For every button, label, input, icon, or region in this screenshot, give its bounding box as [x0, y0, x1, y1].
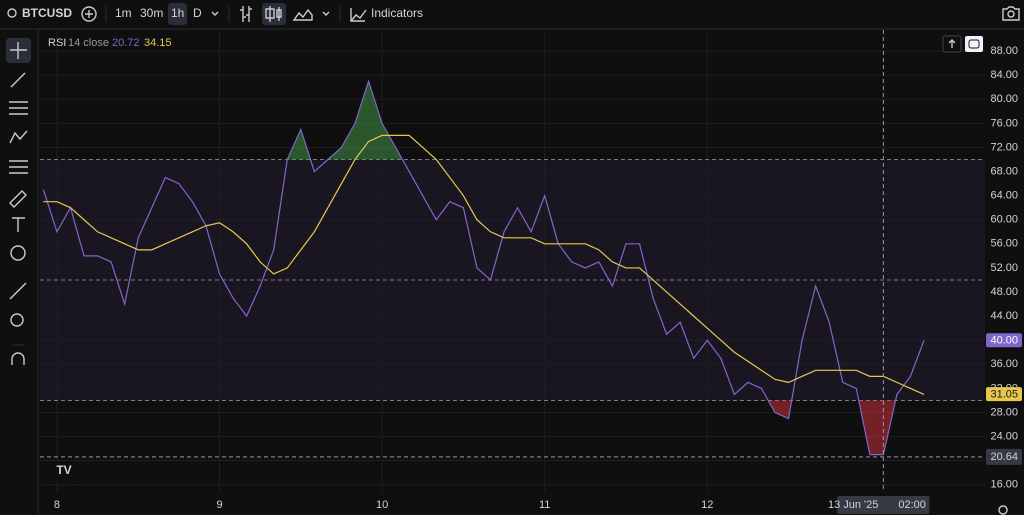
- interval-d[interactable]: D: [193, 6, 202, 20]
- y-tick-label: 56.00: [990, 238, 1018, 250]
- y-tick-label: 28.00: [990, 406, 1018, 418]
- brush-tool[interactable]: [9, 190, 27, 208]
- interval-30m[interactable]: 30m: [140, 6, 163, 20]
- y-tick-label: 76.00: [990, 117, 1018, 129]
- last-value-badge: [986, 333, 1022, 348]
- magnet-tool[interactable]: [11, 352, 25, 365]
- plot: [40, 30, 985, 492]
- y-tick-label: 60.00: [990, 214, 1018, 226]
- indicators-icon: [350, 8, 367, 22]
- plus-icon: [85, 10, 93, 18]
- indicators-button[interactable]: Indicators: [371, 6, 423, 20]
- interval-1h[interactable]: 1h: [171, 6, 184, 20]
- legend-ma-value: 34.15: [144, 37, 172, 49]
- series-line: [43, 134, 925, 395]
- y-tick-label: 84.00: [990, 69, 1018, 81]
- crosshair-tool[interactable]: [10, 42, 27, 59]
- x-tick-label: 8: [54, 499, 60, 511]
- y-tick-label: 36.00: [990, 358, 1018, 370]
- x-tick-label: 9: [216, 499, 222, 511]
- compare-button[interactable]: [81, 6, 97, 22]
- settings-icon[interactable]: [998, 505, 1008, 515]
- y-tick-label: 68.00: [990, 165, 1018, 177]
- tv-logo-text: TV: [56, 463, 71, 477]
- crosshair-x-badge: [837, 496, 930, 514]
- maximize-icon: [968, 39, 980, 49]
- search-icon[interactable]: [7, 8, 17, 18]
- emoji-tool[interactable]: [10, 245, 26, 261]
- x-tick-label: 11: [539, 499, 550, 511]
- legend-params: 14 close: [68, 37, 109, 49]
- y-tick-label: 52.00: [990, 262, 1018, 274]
- y-tick-label: 24.00: [990, 430, 1018, 442]
- legend-name: RSI: [48, 37, 66, 49]
- symbol[interactable]: BTCUSD: [22, 6, 72, 20]
- crosshair-time: 02:00: [898, 499, 926, 511]
- text-tool[interactable]: [12, 217, 25, 232]
- projection-tool[interactable]: [9, 160, 28, 174]
- camera-icon[interactable]: [1002, 6, 1020, 21]
- y-tick-label: 16.00: [990, 479, 1018, 491]
- legend-rsi-value: 20.72: [112, 37, 140, 49]
- interval-dropdown[interactable]: [211, 11, 219, 16]
- y-tick-label: 72.00: [990, 141, 1018, 153]
- pattern-tool[interactable]: [9, 130, 28, 144]
- y-tick-label: 88.00: [990, 45, 1018, 57]
- trendline-tool[interactable]: [10, 72, 26, 88]
- fib-tool[interactable]: [9, 101, 28, 115]
- maximize-button[interactable]: [965, 36, 983, 52]
- candle-style[interactable]: [265, 6, 282, 22]
- ruler-tool[interactable]: [9, 282, 27, 300]
- tv-logo: [51, 461, 77, 481]
- interval-1m[interactable]: 1m: [115, 6, 132, 20]
- y-tick-label: 48.00: [990, 286, 1018, 298]
- interval-active-bg: [168, 3, 187, 25]
- zoom-tool[interactable]: [10, 313, 24, 327]
- x-tick-label: 12: [701, 499, 713, 511]
- drawing-tools: [6, 38, 31, 365]
- camera-lens: [1007, 10, 1015, 18]
- crosshair-y-label: 20.64: [990, 451, 1018, 463]
- series-line: [42, 79, 925, 456]
- last-value-label: 31.05: [990, 389, 1018, 401]
- last-value-badge: [986, 387, 1022, 402]
- last-value-label: 40.00: [990, 335, 1018, 347]
- crosshair-y-badge: [986, 448, 1022, 465]
- y-tick-label: 44.00: [990, 310, 1018, 322]
- y-tick-label: 64.00: [990, 190, 1018, 202]
- style-dropdown[interactable]: [322, 11, 330, 16]
- area-style[interactable]: [292, 8, 313, 21]
- arrow-up-icon: [948, 39, 956, 48]
- y-tick-label: 80.00: [990, 93, 1018, 105]
- crosshair-date: 13 Jun '25: [828, 499, 878, 511]
- x-tick-label: 10: [376, 499, 388, 511]
- pane: [40, 30, 985, 492]
- bar-style[interactable]: [240, 6, 252, 22]
